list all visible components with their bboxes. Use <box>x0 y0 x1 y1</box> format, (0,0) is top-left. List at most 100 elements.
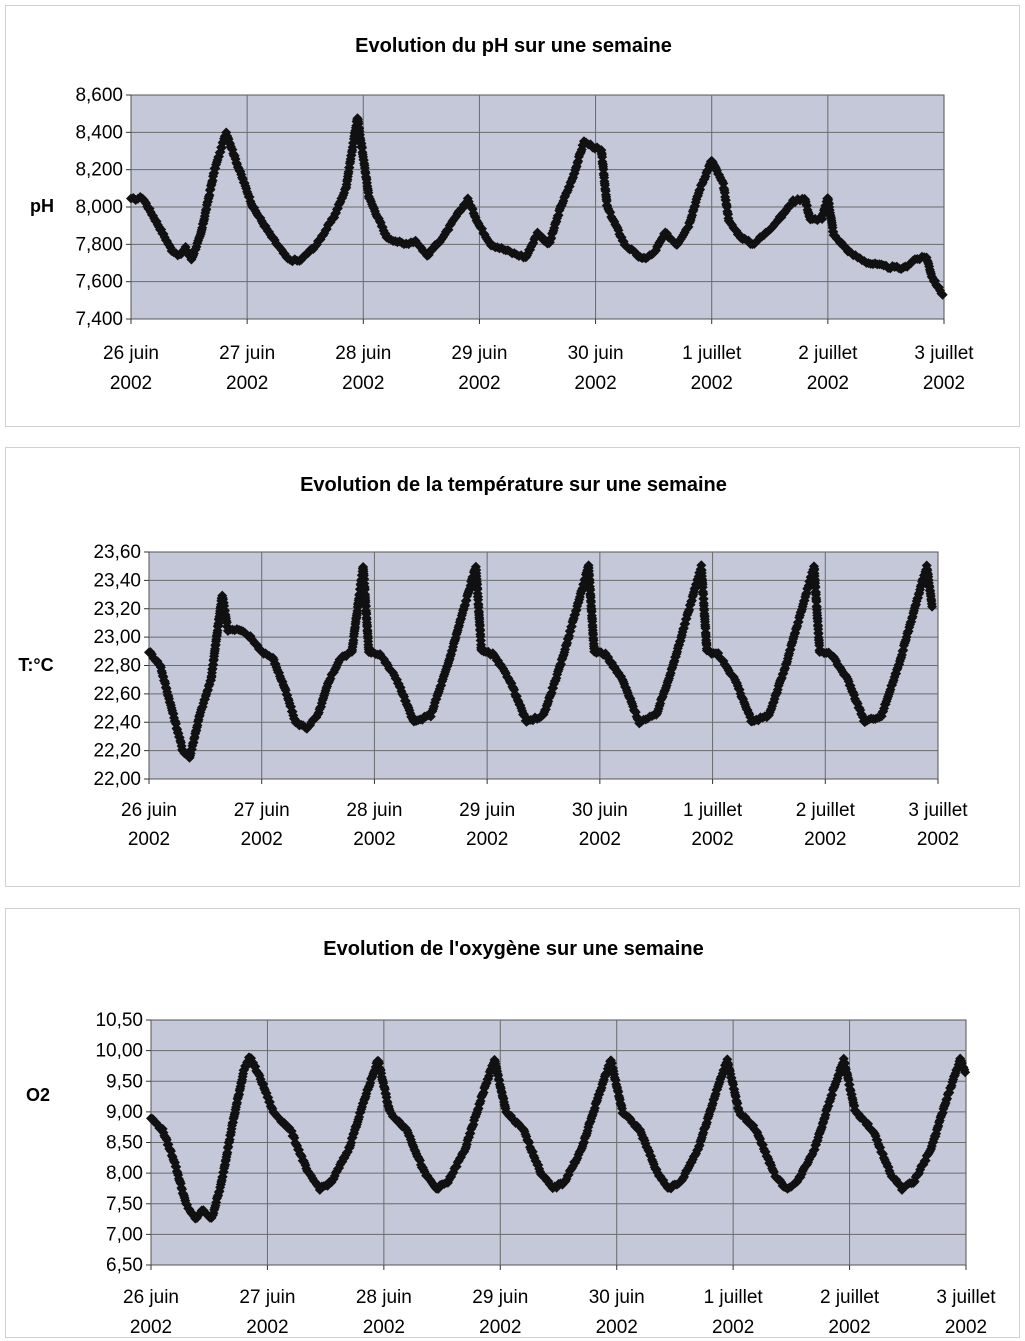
oxygen-data-point <box>246 1053 257 1064</box>
temperature-y-tick-label: 23,40 <box>93 570 141 591</box>
ph-x-tick-label-date: 3 juillet <box>914 343 974 364</box>
temperature-x-tick-label-date: 2 juillet <box>796 800 856 821</box>
oxygen-data-point <box>165 1146 176 1157</box>
temperature-x-tick-label-year: 2002 <box>241 829 283 850</box>
oxygen-y-tick-label: 10,50 <box>95 1010 143 1031</box>
temperature-x-tick-label-date: 3 juillet <box>908 800 968 821</box>
oxygen-data-point <box>875 1142 886 1153</box>
ph-chart-title: Evolution du pH sur une semaine <box>355 35 672 57</box>
temperature-data-point <box>927 601 938 612</box>
oxygen-data-point <box>419 1166 430 1177</box>
ph-data-point <box>937 289 948 300</box>
oxygen-data-point <box>322 1180 333 1191</box>
oxygen-y-tick-label: 9,00 <box>106 1102 143 1123</box>
temperature-data-point <box>745 712 756 723</box>
ph-x-tick-label-date: 29 juin <box>451 343 507 364</box>
ph-x-tick-label-date: 2 juillet <box>798 343 858 364</box>
ph-x-tick-label-date: 28 juin <box>335 343 391 364</box>
oxygen-x-tick-label-year: 2002 <box>596 1317 638 1338</box>
ph-x-tick-label-date: 27 juin <box>219 343 275 364</box>
temperature-data-point <box>684 604 695 615</box>
temperature-data-point <box>483 646 494 657</box>
oxygen-x-tick-label-year: 2002 <box>363 1317 405 1338</box>
temperature-x-tick-label-year: 2002 <box>691 829 733 850</box>
temperature-data-point <box>680 618 691 629</box>
ph-x-tick-label-date: 26 juin <box>103 343 159 364</box>
temperature-x-tick-label-date: 26 juin <box>121 800 177 821</box>
oxygen-y-tick-label: 7,00 <box>106 1224 143 1245</box>
temperature-x-tick-label-year: 2002 <box>353 829 395 850</box>
ph-y-tick-label: 8,000 <box>75 197 123 218</box>
temperature-y-tick-label: 22,20 <box>93 741 141 762</box>
oxygen-y-tick-label: 10,00 <box>95 1041 143 1062</box>
temperature-y-tick-label: 22,80 <box>93 656 141 677</box>
ph-x-tick-label-year: 2002 <box>574 373 616 394</box>
temperature-x-tick-label-date: 30 juin <box>572 800 628 821</box>
oxygen-data-point <box>589 1103 600 1114</box>
oxygen-data-point <box>175 1178 186 1189</box>
temperature-x-tick-label-year: 2002 <box>917 829 959 850</box>
oxygen-data-point <box>433 1183 444 1194</box>
ph-y-tick-label: 8,200 <box>75 160 123 181</box>
oxygen-data-point <box>843 1074 854 1085</box>
ph-x-tick-label-year: 2002 <box>342 373 384 394</box>
ph-x-tick-label-date: 1 juillet <box>682 343 742 364</box>
ph-y-tick-label: 7,400 <box>75 309 123 330</box>
oxygen-data-point <box>853 1109 864 1120</box>
oxygen-y-tick-label: 7,50 <box>106 1194 143 1215</box>
temperature-x-tick-label-year: 2002 <box>466 829 508 850</box>
ph-chart-panel: Evolution du pH sur une semaine 7,400 7,60… <box>5 5 1020 427</box>
temperature-data-point <box>509 684 520 695</box>
oxygen-data-point <box>289 1132 300 1143</box>
oxygen-y-tick-label: 6,50 <box>106 1255 143 1276</box>
temperature-y-tick-label: 22,60 <box>93 684 141 705</box>
oxygen-data-point <box>250 1061 261 1072</box>
oxygen-data-point <box>827 1089 838 1100</box>
oxygen-x-tick-label-date: 3 juillet <box>936 1287 996 1308</box>
oxygen-x-tick-label-date: 30 juin <box>589 1287 645 1308</box>
temperature-x-tick-label-year: 2002 <box>128 829 170 850</box>
ph-y-tick-label: 8,400 <box>75 122 123 143</box>
oxygen-x-tick-label-year: 2002 <box>712 1317 754 1338</box>
temperature-x-tick-label-year: 2002 <box>579 829 621 850</box>
temperature-data-point <box>898 645 909 656</box>
oxygen-data-point <box>891 1174 902 1185</box>
oxygen-chart: Evolution de l'oxygène sur une semaine 6,… <box>26 938 996 1338</box>
oxygen-x-tick-label-year: 2002 <box>945 1317 987 1338</box>
temperature-chart-title: Evolution de la température sur une sema… <box>300 474 727 496</box>
ph-data-series <box>126 113 948 300</box>
temperature-chart: Evolution de la température sur une sema… <box>18 474 968 850</box>
temperature-y-axis-label: T:°C <box>18 655 53 675</box>
temperature-y-tick-label: 23,60 <box>93 542 141 563</box>
temperature-x-tick-label-date: 28 juin <box>346 800 402 821</box>
ph-y-tick-label: 7,800 <box>75 234 123 255</box>
oxygen-y-tick-label: 8,00 <box>106 1163 143 1184</box>
temperature-y-tick-label: 22,00 <box>93 769 141 790</box>
ph-x-tick-label-year: 2002 <box>691 373 733 394</box>
temperature-data-point <box>713 648 724 659</box>
ph-chart: Evolution du pH sur une semaine 7,400 7,60… <box>30 35 974 394</box>
oxygen-x-tick-label-date: 27 juin <box>239 1287 295 1308</box>
temperature-x-tick-label-date: 29 juin <box>459 800 515 821</box>
temperature-data-point <box>566 621 577 632</box>
ph-x-tick-label-year: 2002 <box>807 373 849 394</box>
temperature-y-tick-label: 23,00 <box>93 627 141 648</box>
oxygen-x-tick-label-date: 1 juillet <box>704 1287 764 1308</box>
oxygen-data-point <box>631 1120 642 1131</box>
oxygen-y-tick-label: 8,50 <box>106 1133 143 1154</box>
oxygen-x-tick-label-year: 2002 <box>246 1317 288 1338</box>
oxygen-chart-title: Evolution de l'oxygène sur une semaine <box>323 938 703 960</box>
oxygen-data-point <box>844 1079 855 1090</box>
oxygen-data-point <box>478 1087 489 1098</box>
ph-x-tick-label-year: 2002 <box>226 373 268 394</box>
oxygen-data-point <box>895 1180 906 1191</box>
temperature-chart-panel: Evolution de la température sur une sema… <box>5 447 1020 887</box>
ph-y-axis-label: pH <box>30 196 54 216</box>
temperature-data-point <box>461 595 472 606</box>
temperature-x-tick-label-date: 1 juillet <box>683 800 743 821</box>
oxygen-data-point <box>606 1058 617 1069</box>
ph-x-tick-label-year: 2002 <box>923 373 965 394</box>
oxygen-data-point <box>960 1067 971 1078</box>
temperature-data-series <box>144 560 938 763</box>
temperature-y-tick-label: 22,40 <box>93 712 141 733</box>
